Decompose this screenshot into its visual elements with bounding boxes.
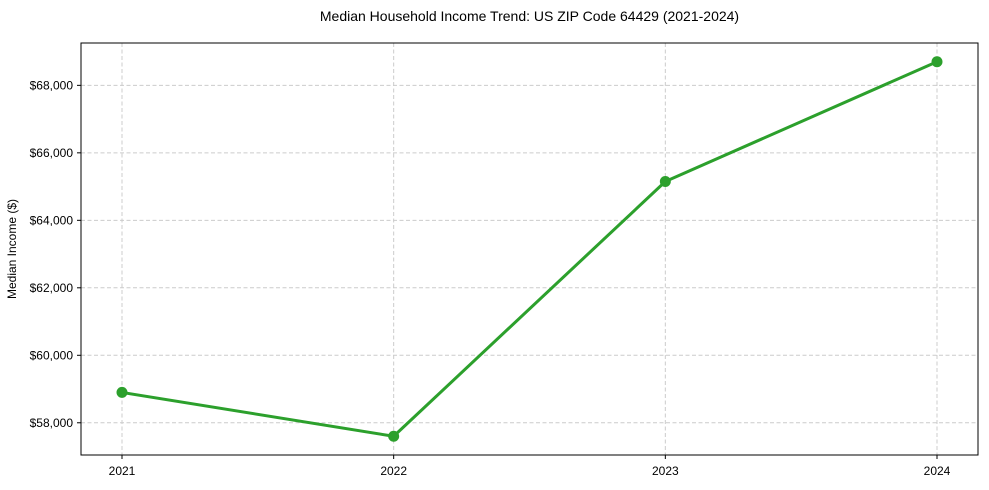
data-point-marker (931, 56, 943, 68)
grid-layer (81, 43, 978, 455)
x-tick-label: 2022 (380, 464, 407, 478)
data-point-marker (116, 386, 128, 398)
y-tick-label: $64,000 (30, 213, 74, 227)
y-tick-label: $60,000 (30, 348, 74, 362)
data-point-marker (388, 430, 400, 442)
y-tick-label: $58,000 (30, 416, 74, 430)
axis-layer (77, 42, 979, 459)
x-tick-label: 2024 (924, 464, 951, 478)
data-point-marker (659, 176, 671, 188)
trend-line (120, 60, 939, 438)
y-axis-label: Median Income ($) (5, 199, 19, 299)
tick-label-layer: $58,000 $60,000 $62,000 $64,000 $66,000 $68,0… (30, 78, 951, 478)
y-tick-label: $68,000 (30, 78, 74, 92)
x-tick-label: 2023 (652, 464, 679, 478)
plot-border (80, 42, 979, 456)
series-layer (116, 56, 943, 442)
x-tick-label: 2021 (109, 464, 136, 478)
chart-title: Median Household Income Trend: US ZIP Co… (320, 8, 739, 24)
y-tick-label: $66,000 (30, 146, 74, 160)
y-tick-label: $62,000 (30, 281, 74, 295)
